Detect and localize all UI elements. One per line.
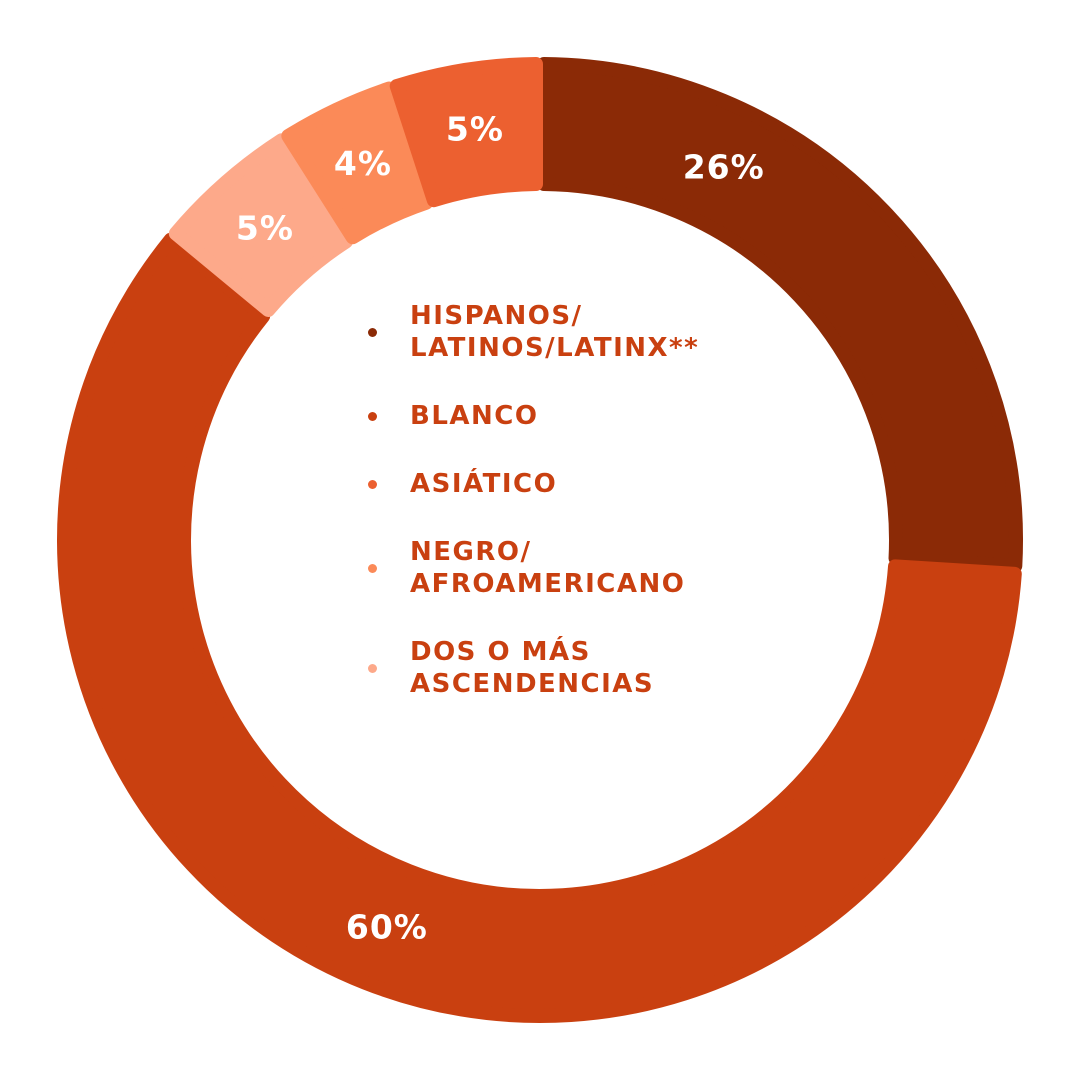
legend-dot-icon — [368, 480, 377, 489]
slice-negro — [281, 81, 434, 245]
legend-label: NEGRO/ AFROAMERICANO — [410, 537, 686, 599]
slice-value-asiatico: 5% — [446, 110, 504, 149]
slice-value-hispanos: 26% — [683, 147, 765, 186]
legend-item-hispanos: HISPANOS/ LATINOS/LATINX** — [365, 300, 785, 364]
legend-dot-icon — [368, 664, 377, 673]
legend-dot-icon — [368, 412, 377, 421]
slice-labels: 26% 60% 5% 4% 5% — [236, 110, 765, 947]
legend-dot-icon — [368, 328, 377, 337]
legend-label: HISPANOS/ LATINOS/LATINX** — [410, 301, 700, 363]
legend-item-negro: NEGRO/ AFROAMERICANO — [365, 536, 785, 600]
slice-hispanos — [537, 57, 1023, 573]
legend-item-blanco: BLANCO — [365, 400, 785, 432]
slice-dos-o-mas — [168, 133, 353, 318]
slice-value-blanco: 60% — [346, 907, 428, 946]
legend-dot-icon — [368, 564, 377, 573]
legend: HISPANOS/ LATINOS/LATINX** BLANCO ASIÁTI… — [365, 300, 785, 736]
legend-label: BLANCO — [410, 401, 539, 431]
donut-slices — [56, 57, 1023, 1023]
slice-value-dos-o-mas: 5% — [236, 208, 294, 247]
legend-label: ASIÁTICO — [410, 469, 558, 499]
slice-asiatico — [389, 57, 543, 208]
legend-label: DOS O MÁS ASCENDENCIAS — [410, 637, 655, 699]
legend-item-dos-o-mas: DOS O MÁS ASCENDENCIAS — [365, 636, 785, 700]
legend-item-asiatico: ASIÁTICO — [365, 468, 785, 500]
slice-value-negro: 4% — [334, 144, 392, 183]
slice-blanco — [56, 232, 1022, 1023]
